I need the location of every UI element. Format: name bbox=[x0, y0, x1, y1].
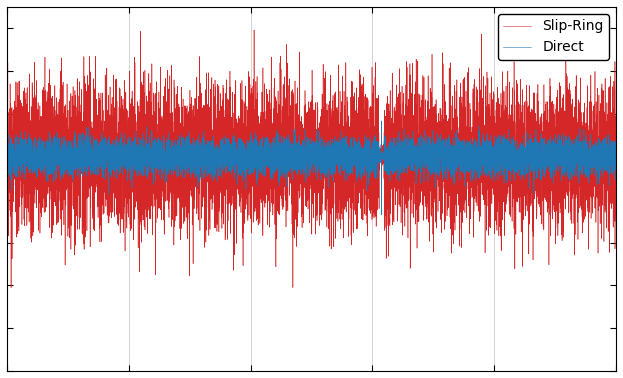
Direct bbox=[6, 163, 14, 167]
Slip-Ring bbox=[29, 163, 36, 167]
Legend: Slip-Ring, Direct: Slip-Ring, Direct bbox=[498, 14, 609, 60]
Slip-Ring bbox=[123, 130, 130, 135]
Direct bbox=[580, 158, 587, 163]
Slip-Ring bbox=[6, 147, 14, 152]
Direct bbox=[123, 159, 130, 164]
Slip-Ring bbox=[3, 129, 11, 134]
Line: Slip-Ring: Slip-Ring bbox=[7, 30, 616, 288]
Direct bbox=[40, 145, 47, 150]
Line: Direct: Direct bbox=[7, 121, 616, 215]
Slip-Ring bbox=[40, 122, 47, 127]
Direct bbox=[29, 161, 36, 166]
Slip-Ring bbox=[7, 285, 15, 290]
Slip-Ring bbox=[250, 28, 258, 32]
Slip-Ring bbox=[580, 122, 587, 126]
Slip-Ring bbox=[301, 184, 308, 188]
Direct bbox=[612, 157, 620, 161]
Direct bbox=[3, 150, 11, 155]
Direct bbox=[301, 169, 308, 174]
Slip-Ring bbox=[612, 169, 620, 174]
Direct bbox=[378, 212, 385, 217]
Direct bbox=[378, 119, 385, 123]
